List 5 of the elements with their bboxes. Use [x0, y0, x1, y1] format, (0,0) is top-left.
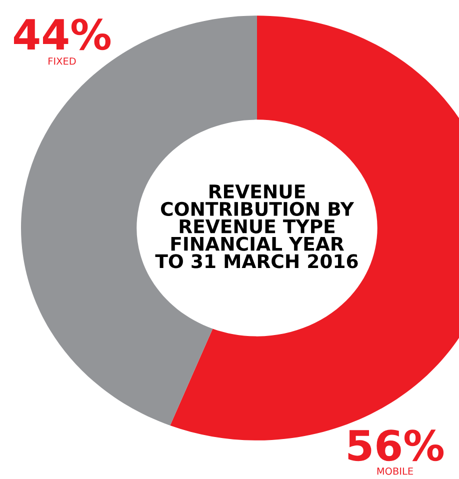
data-label: 56%	[348, 430, 444, 462]
text: REVENUE CONTRIBUTION BY REVENUE TYPE FINANCIAL YEAR TO 31 MARCH 2016	[155, 184, 358, 268]
data-label: 44%	[14, 18, 111, 50]
slice-label: MOBILE	[377, 467, 413, 475]
slice-label: FIXED	[48, 58, 76, 65]
